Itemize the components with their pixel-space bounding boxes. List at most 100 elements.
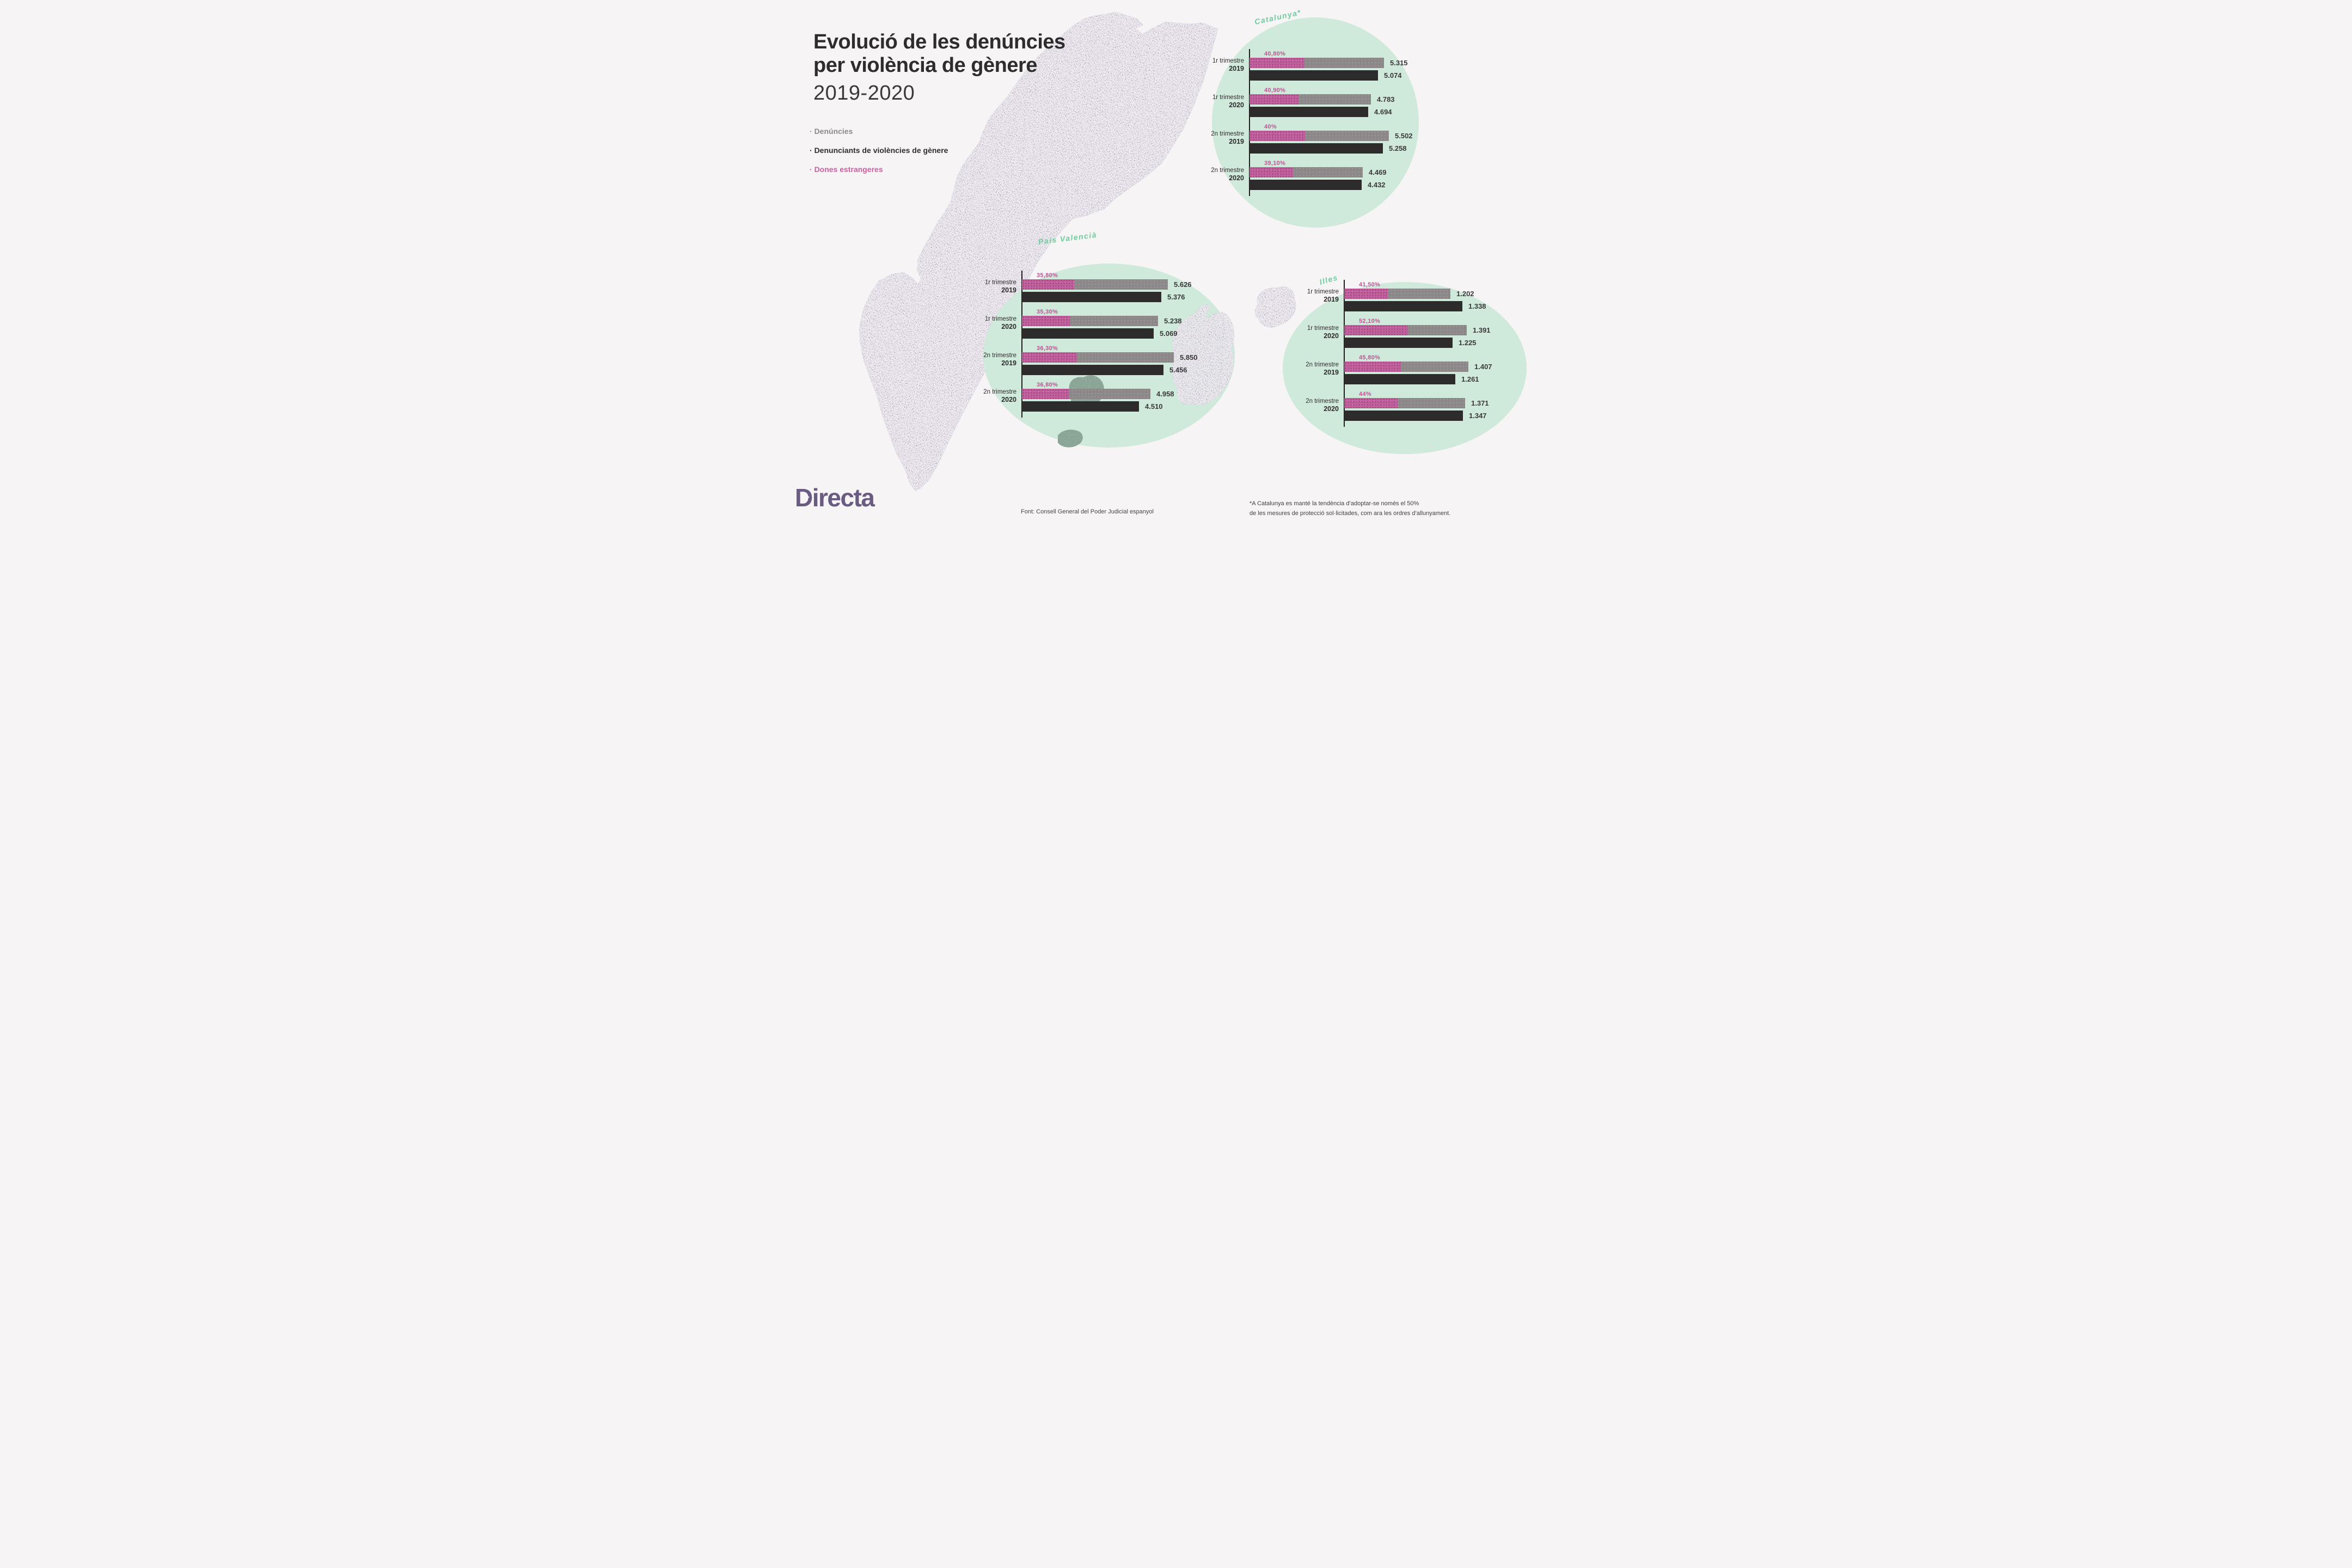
legend-item-denunciants: Denunciants de violències de gènere: [810, 141, 948, 160]
page-title-line1: Evolució de les denúncies: [813, 30, 1065, 53]
bar-denunciants: [1344, 301, 1462, 311]
bar-denunciants: [1344, 338, 1453, 348]
pct-dones-estrangeres: 36,80%: [1037, 382, 1058, 388]
page-title: Evolució de les denúncies per violència …: [813, 30, 1065, 77]
footnote-line1: *A Catalunya es manté la tendència d’ado…: [1250, 500, 1419, 507]
bar-dones-estrangeres: [1022, 316, 1070, 326]
row-period: 2n trimestre: [1211, 131, 1244, 137]
bar-denuncies: [1022, 279, 1168, 290]
bar-denuncies: [1022, 316, 1158, 326]
footnote: *A Catalunya es manté la tendència d’ado…: [1250, 499, 1450, 518]
chart-row: 1r trimestre 2020 35,30% 5.238 5.069: [985, 309, 1217, 339]
pct-dones-estrangeres: 41,50%: [1359, 281, 1381, 288]
row-label: 1r trimestre 2020: [1268, 324, 1339, 340]
bar-denuncies: [1250, 167, 1363, 177]
bar-denuncies: [1344, 289, 1450, 299]
bar-denuncies: [1022, 389, 1150, 399]
bar-denuncies: [1022, 352, 1174, 363]
row-label: 1r trimestre 2020: [946, 315, 1016, 331]
bar-denuncies: [1250, 58, 1384, 68]
source-note: Font: Consell General del Poder Judicial…: [1021, 509, 1154, 515]
bar-denunciants: [1250, 143, 1383, 154]
row-year: 2020: [1229, 174, 1244, 182]
island-cabrera: [1192, 354, 1202, 361]
row-year: 2019: [1001, 286, 1016, 294]
bar-denuncies: [1344, 398, 1465, 408]
legend-item-dones-estrangeres: Dones estrangeres: [810, 160, 948, 179]
chart-row: 1r trimestre 2019 41,50% 1.202 1.338: [1307, 281, 1540, 311]
row-period: 1r trimestre: [1212, 58, 1244, 64]
bar-dones-estrangeres: [1344, 289, 1388, 299]
value-denunciants: 1.261: [1461, 375, 1479, 383]
bar-dones-estrangeres: [1344, 362, 1401, 372]
bar-dones-estrangeres: [1022, 352, 1077, 363]
chart-axis: [1021, 271, 1022, 418]
value-denunciants: 5.069: [1160, 329, 1178, 338]
island-menorca: [1255, 286, 1296, 328]
bar-dones-estrangeres: [1250, 94, 1299, 105]
pct-dones-estrangeres: 36,30%: [1037, 345, 1058, 352]
bar-denuncies: [1344, 362, 1468, 372]
chart-row: 2n trimestre 2020 44% 1.371 1.347: [1306, 391, 1540, 421]
legend: Denúncies Denunciants de violències de g…: [810, 122, 948, 179]
bar-denunciants: [1250, 180, 1362, 190]
row-period: 2n trimestre: [1306, 398, 1339, 405]
directa-logo: Directa: [795, 485, 875, 510]
bar-denunciants: [1250, 70, 1378, 81]
bar-denunciants: [1022, 401, 1139, 412]
pct-dones-estrangeres: 40,80%: [1264, 51, 1286, 57]
bar-dones-estrangeres: [1250, 167, 1294, 177]
pct-dones-estrangeres: 35,30%: [1037, 309, 1058, 315]
map-layer: [859, 12, 1527, 491]
chart-catalunya: 1r trimestre 2019 40,80% 5.315 5.074 1r trime…: [1211, 49, 1445, 198]
bar-denunciants: [1344, 411, 1463, 421]
value-denuncies: 4.958: [1156, 390, 1174, 398]
pct-dones-estrangeres: 40%: [1264, 124, 1277, 130]
row-label: 2n trimestre 2019: [1268, 361, 1339, 377]
pct-dones-estrangeres: 44%: [1359, 391, 1371, 397]
bar-dones-estrangeres: [1022, 389, 1069, 399]
infographic-canvas: Evolució de les denúncies per violència …: [784, 0, 1568, 523]
value-denunciants: 5.074: [1384, 71, 1402, 79]
row-year: 2019: [1324, 369, 1339, 376]
row-year: 2020: [1324, 405, 1339, 413]
chart-illes: 1r trimestre 2019 41,50% 1.202 1.338 1r trime…: [1306, 280, 1540, 429]
row-year: 2019: [1229, 65, 1244, 72]
chart-row: 1r trimestre 2019 35,80% 5.626 5.376: [985, 272, 1217, 302]
value-denuncies: 4.469: [1369, 168, 1387, 176]
row-year: 2019: [1324, 296, 1339, 303]
row-year: 2020: [1324, 332, 1339, 340]
row-period: 1r trimestre: [1307, 289, 1339, 295]
page-title-line2: per violència de gènere: [813, 54, 1037, 77]
row-label: 1r trimestre 2020: [1173, 94, 1244, 109]
value-denuncies: 5.315: [1390, 59, 1408, 67]
chart-row: 1r trimestre 2020 52,10% 1.391 1.225: [1307, 318, 1540, 348]
bar-denunciants: [1022, 328, 1154, 339]
bar-denunciants: [1250, 107, 1368, 117]
bar-dones-estrangeres: [1022, 279, 1074, 290]
row-year: 2020: [1001, 323, 1016, 330]
row-label: 2n trimestre 2020: [946, 388, 1016, 404]
row-year: 2019: [1229, 138, 1244, 145]
island-mallorca: [1171, 304, 1234, 406]
bar-denuncies: [1344, 325, 1467, 335]
chart-row: 2n trimestre 2020 39,10% 4.469 4.432: [1211, 160, 1445, 190]
pct-dones-estrangeres: 40,90%: [1264, 87, 1286, 94]
value-denuncies: 4.783: [1377, 95, 1395, 103]
chart-row: 1r trimestre 2020 40,90% 4.783 4.694: [1212, 87, 1445, 117]
row-label: 1r trimestre 2019: [946, 279, 1016, 295]
page-title-years: 2019-2020: [813, 82, 915, 105]
value-denunciants: 1.225: [1459, 339, 1477, 347]
chart-row: 1r trimestre 2019 40,80% 5.315 5.074: [1212, 51, 1445, 81]
value-denuncies: 1.407: [1474, 363, 1492, 371]
value-denunciants: 1.347: [1469, 412, 1487, 420]
footnote-line2: de les mesures de protecció sol·licitade…: [1250, 510, 1451, 517]
value-denunciants: 5.376: [1167, 293, 1185, 301]
pct-dones-estrangeres: 35,80%: [1037, 272, 1058, 279]
row-period: 2n trimestre: [983, 352, 1016, 359]
value-denunciants: 4.432: [1368, 181, 1386, 189]
row-label: 2n trimestre 2019: [1173, 130, 1244, 146]
chart-row: 2n trimestre 2019 45,80% 1.407 1.261: [1306, 354, 1540, 384]
row-label: 2n trimestre 2020: [1173, 167, 1244, 182]
value-denunciants: 5.258: [1389, 144, 1407, 152]
